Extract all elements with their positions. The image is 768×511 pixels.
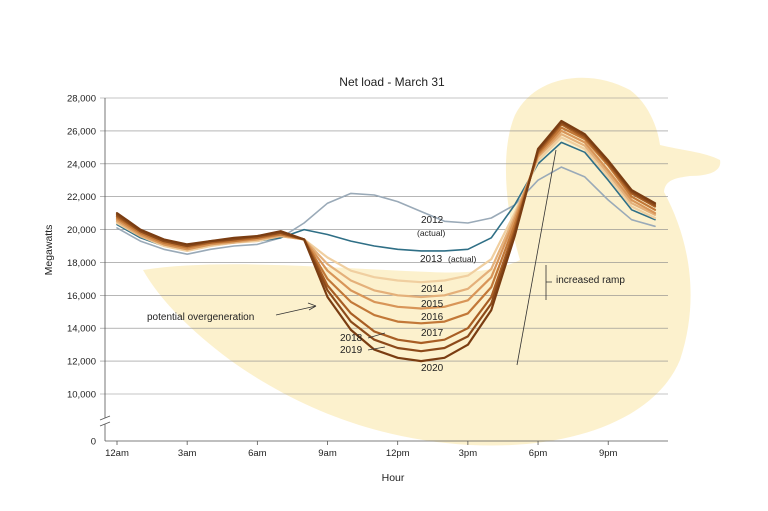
label-2016: 2016: [421, 312, 444, 323]
y-tick-label: 10,000: [67, 390, 96, 401]
label-2015: 2015: [421, 299, 444, 310]
y-tick-label: 22,000: [67, 192, 96, 203]
ramp-bracket: [545, 265, 552, 300]
label-2018-pointer: [367, 332, 386, 339]
y-tick-label: 20,000: [67, 225, 96, 236]
series-line-2016: [115, 129, 657, 310]
increased-ramp-label: increased ramp: [556, 275, 625, 286]
label-2012: 2012: [421, 215, 444, 226]
x-tick-label: 3am: [178, 448, 197, 459]
label-2017: 2017: [421, 328, 444, 339]
x-tick-label: 6pm: [529, 448, 548, 459]
series-line-2020: [115, 119, 657, 363]
x-tick-label: 3pm: [459, 448, 478, 459]
y-tick-label: 16,000: [67, 291, 96, 302]
y-tick-label: 0: [91, 437, 96, 448]
overgeneration-label: potential overgeneration: [147, 312, 254, 323]
y-axis-label: Megawatts: [43, 225, 55, 276]
axes: 0 10,000 12,000 14,000 16,000 18,000 20,000 22,…: [67, 94, 668, 459]
label-2019: 2019: [340, 345, 363, 356]
x-axis-label: Hour: [382, 472, 405, 484]
series-line-2018: [115, 123, 657, 345]
label-2013-actual: (actual): [448, 254, 477, 264]
y-axis-break: [99, 415, 111, 427]
annotation-pointers: [275, 149, 557, 366]
y-tick-label: 28,000: [67, 94, 96, 105]
label-2020: 2020: [421, 363, 444, 374]
chart-title: Net load - March 31: [339, 75, 445, 89]
y-tick-label: 14,000: [67, 324, 96, 335]
duck-silhouette: [143, 77, 721, 446]
series-lines: [115, 119, 657, 363]
label-2013: 2013: [420, 254, 443, 265]
x-tick-label: 9am: [318, 448, 337, 459]
y-tick-label: 24,000: [67, 159, 96, 170]
overgeneration-arrowhead: [307, 302, 317, 311]
y-tick-label: 18,000: [67, 258, 96, 269]
label-2012-actual: (actual): [417, 228, 446, 238]
label-2018: 2018: [340, 333, 363, 344]
overgeneration-arrow: [275, 305, 317, 316]
x-tick-label: 6am: [248, 448, 267, 459]
x-tick-label: 12pm: [386, 448, 410, 459]
y-tick-label: 12,000: [67, 357, 96, 368]
series-line-2014: [115, 136, 657, 284]
label-2014: 2014: [421, 284, 444, 295]
label-2019-pointer: [367, 346, 386, 351]
ramp-arrow: [516, 149, 557, 366]
x-tick-label: 9pm: [599, 448, 618, 459]
x-tick-label: 12am: [105, 448, 129, 459]
series-line-2012: [116, 166, 656, 255]
y-tick-label: 26,000: [67, 126, 96, 137]
